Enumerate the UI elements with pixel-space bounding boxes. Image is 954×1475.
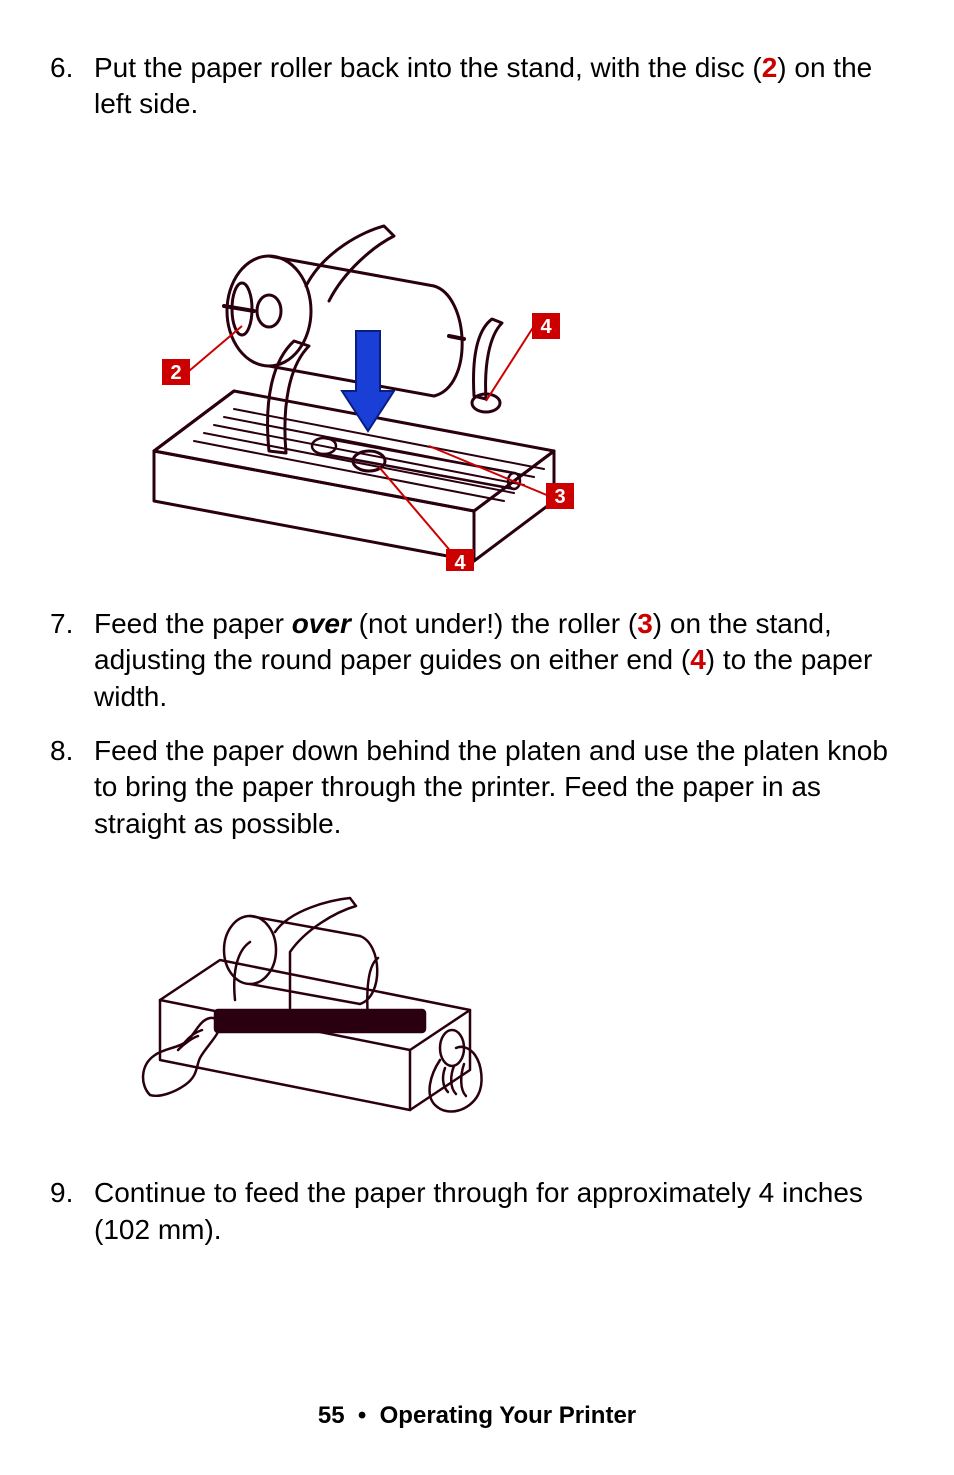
- step-6: 6. Put the paper roller back into the st…: [50, 50, 904, 123]
- callout-3: 3: [546, 483, 574, 509]
- callout-4-top: 4: [532, 313, 560, 339]
- t: (not under!) the roller (: [351, 608, 637, 639]
- figure-feed-paper: [130, 860, 904, 1145]
- step-text: Put the paper roller back into the stand…: [94, 50, 904, 123]
- step-text: Continue to feed the paper through for a…: [94, 1175, 904, 1248]
- footer-sep: •: [358, 1402, 366, 1429]
- step-text: Feed the paper down behind the platen an…: [94, 733, 904, 842]
- figure-2-svg: [130, 860, 490, 1140]
- step-num: 7.: [50, 606, 94, 715]
- step-9: 9. Continue to feed the paper through fo…: [50, 1175, 904, 1248]
- callout-4-bottom: 4: [446, 549, 474, 571]
- ref-3: 3: [637, 608, 653, 639]
- step-num: 9.: [50, 1175, 94, 1248]
- step-7: 7. Feed the paper over (not under!) the …: [50, 606, 904, 715]
- svg-text:4: 4: [454, 552, 466, 571]
- figure-roller-stand: 2 4 3 4: [94, 141, 904, 576]
- svg-text:3: 3: [554, 486, 565, 508]
- section-title: Operating Your Printer: [380, 1402, 637, 1429]
- figure-1-svg: 2 4 3 4: [94, 141, 574, 571]
- step-num: 8.: [50, 733, 94, 842]
- step-8: 8. Feed the paper down behind the platen…: [50, 733, 904, 842]
- step-num: 6.: [50, 50, 94, 123]
- emph-over: over: [292, 608, 351, 639]
- page-footer: 55 • Operating Your Printer: [0, 1402, 954, 1430]
- step-text: Feed the paper over (not under!) the rol…: [94, 606, 904, 715]
- callout-2: 2: [162, 359, 190, 385]
- ref-4: 4: [690, 644, 706, 675]
- text-pre: Put the paper roller back into the stand…: [94, 52, 762, 83]
- svg-text:2: 2: [170, 362, 181, 384]
- t: Feed the paper: [94, 608, 292, 639]
- svg-text:4: 4: [540, 316, 552, 338]
- ref-2: 2: [762, 52, 778, 83]
- page-number: 55: [318, 1402, 345, 1429]
